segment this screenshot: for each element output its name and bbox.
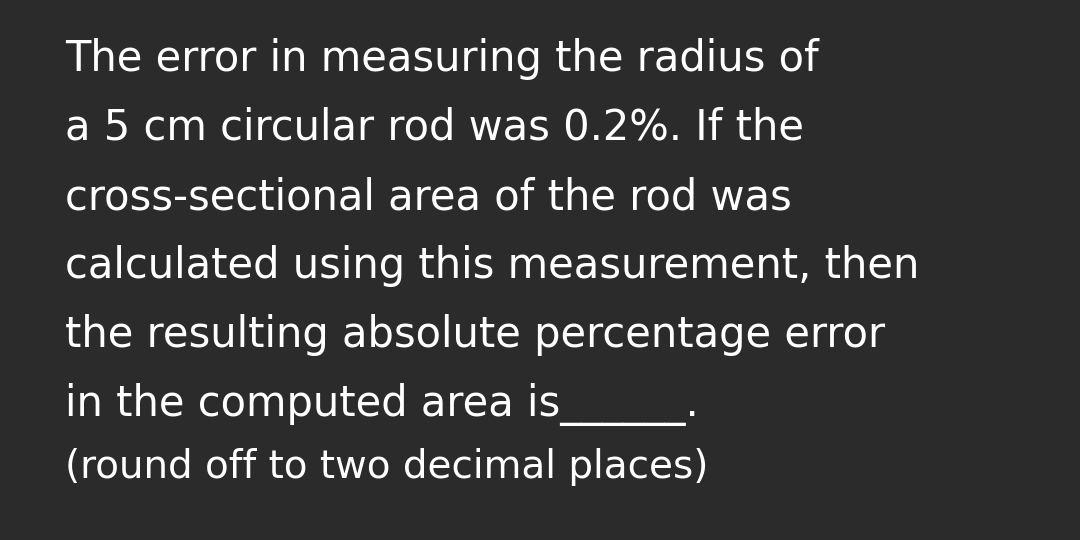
Text: the resulting absolute percentage error: the resulting absolute percentage error	[65, 314, 885, 356]
Text: The error in measuring the radius of: The error in measuring the radius of	[65, 38, 819, 80]
Text: cross-sectional area of the rod was: cross-sectional area of the rod was	[65, 176, 792, 218]
Text: in the computed area is______.: in the computed area is______.	[65, 383, 699, 427]
Text: calculated using this measurement, then: calculated using this measurement, then	[65, 245, 919, 287]
Text: (round off to two decimal places): (round off to two decimal places)	[65, 448, 708, 486]
Text: a 5 cm circular rod was 0.2%. If the: a 5 cm circular rod was 0.2%. If the	[65, 107, 804, 149]
